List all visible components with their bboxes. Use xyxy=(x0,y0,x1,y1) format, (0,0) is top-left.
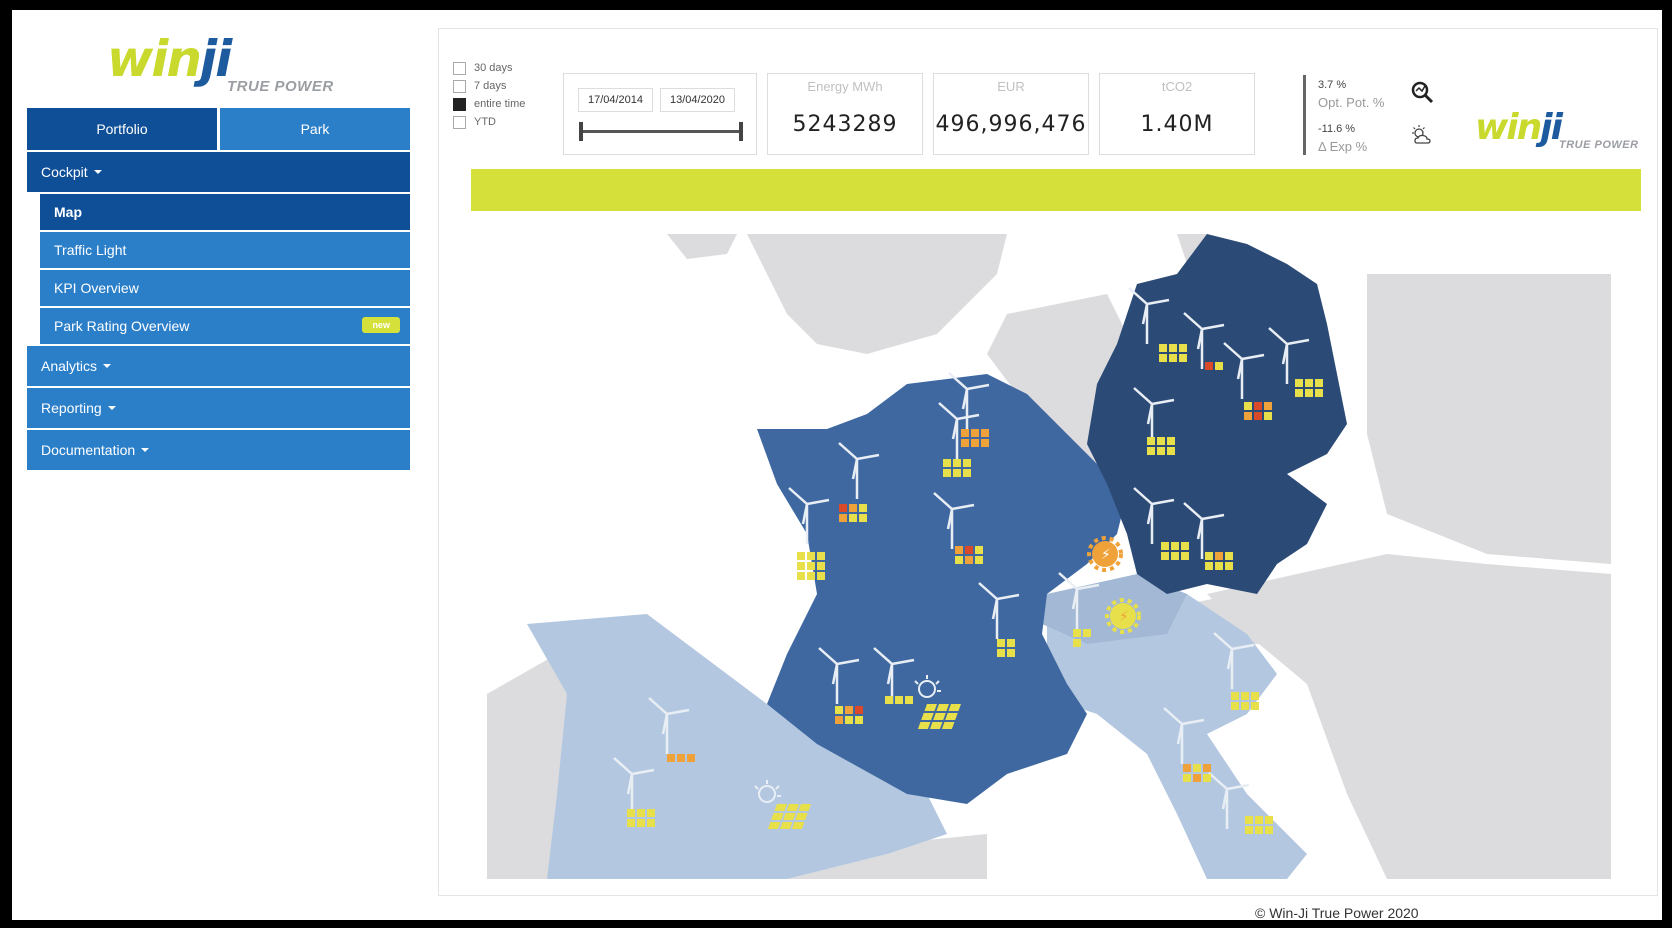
footer-copyright: © Win-Ji True Power 2020 xyxy=(1255,905,1419,921)
opt-pot-value: 3.7 % xyxy=(1318,79,1347,91)
kpi-energy-card: Energy MWh 5243289 xyxy=(767,73,923,155)
sidebar-item-traffic-light[interactable]: Traffic Light xyxy=(40,232,410,268)
sidebar-item-cockpit[interactable]: Cockpit xyxy=(27,152,410,192)
caret-down-icon xyxy=(103,364,112,368)
europe-map-svg[interactable]: ⚡ ⚡ xyxy=(487,234,1611,879)
exp-value: -11.6 % xyxy=(1318,123,1356,135)
slider-end-handle[interactable] xyxy=(739,122,743,141)
new-badge: new xyxy=(362,317,400,333)
date-range-slider[interactable] xyxy=(579,122,743,141)
exp-label: Δ Exp % xyxy=(1318,139,1368,154)
sidebar-item-analytics[interactable]: Analytics xyxy=(27,346,410,386)
status-bar xyxy=(471,169,1641,211)
uk-land xyxy=(747,234,1007,354)
portfolio-map[interactable]: ⚡ ⚡ xyxy=(487,234,1611,879)
filter-ytd[interactable]: YTD xyxy=(453,113,525,131)
filter-entire-time[interactable]: entire time xyxy=(453,95,525,113)
uk-land-west xyxy=(667,234,737,259)
france-region xyxy=(757,374,1127,804)
tab-park[interactable]: Park xyxy=(220,108,410,150)
filter-30-days[interactable]: 30 days xyxy=(453,59,525,77)
end-date-field[interactable]: 13/04/2020 xyxy=(660,88,735,112)
germany-region xyxy=(1087,234,1347,594)
wind-turbines xyxy=(613,287,1310,829)
weather-cloud-icon[interactable] xyxy=(1409,123,1435,149)
tab-portfolio[interactable]: Portfolio xyxy=(27,108,217,150)
opt-pot-label: Opt. Pot. % xyxy=(1318,95,1385,110)
sidebar-item-park-rating[interactable]: Park Rating Overview new xyxy=(40,308,410,344)
poland-land xyxy=(1367,274,1611,564)
warning-gears: ⚡ ⚡ xyxy=(1087,536,1141,634)
stats-divider xyxy=(1303,75,1306,155)
time-filters: 30 days 7 days entire time YTD xyxy=(453,59,525,131)
header-brand-logo: winji TRUE POWER xyxy=(1475,107,1639,151)
status-grids xyxy=(627,344,1323,834)
sidebar-item-map[interactable]: Map xyxy=(40,194,410,230)
slider-start-handle[interactable] xyxy=(579,122,583,141)
kpi-co2-card: tCO2 1.40M xyxy=(1099,73,1255,155)
date-range-picker: 17/04/2014 13/04/2020 xyxy=(563,73,757,155)
caret-down-icon xyxy=(93,170,102,174)
sidebar-item-kpi-overview[interactable]: KPI Overview xyxy=(40,270,410,306)
caret-down-icon xyxy=(107,406,116,410)
central-europe-land xyxy=(1207,554,1611,879)
kpi-eur-card: EUR 496,996,476 xyxy=(933,73,1089,155)
solar-panels xyxy=(767,704,961,829)
dashboard-panel: 30 days 7 days entire time YTD 17/04/201… xyxy=(438,28,1658,896)
app-frame: winji TRUE POWER Portfolio Park Cockpit … xyxy=(12,10,1662,921)
sidebar-menu: Cockpit Map Traffic Light KPI Overview P… xyxy=(27,152,410,472)
sidebar-item-documentation[interactable]: Documentation xyxy=(27,430,410,470)
svg-text:⚡: ⚡ xyxy=(1101,547,1111,563)
start-date-field[interactable]: 17/04/2014 xyxy=(578,88,653,112)
sun-icons xyxy=(754,675,941,803)
sidebar-item-reporting[interactable]: Reporting xyxy=(27,388,410,428)
filter-7-days[interactable]: 7 days xyxy=(453,77,525,95)
caret-down-icon xyxy=(141,448,150,452)
italy-region xyxy=(1047,594,1307,879)
brand-logo: winji TRUE POWER xyxy=(107,30,334,95)
top-tabs: Portfolio Park xyxy=(27,108,410,150)
svg-text:⚡: ⚡ xyxy=(1119,609,1129,625)
optimization-search-icon[interactable] xyxy=(1409,79,1435,105)
